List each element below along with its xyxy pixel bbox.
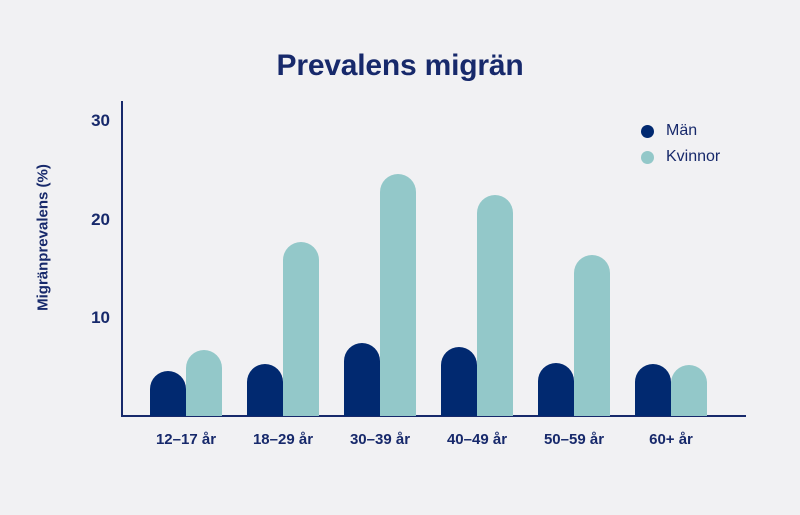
bar-kvinnor-0 [186, 349, 222, 416]
legend-swatch-women-icon [641, 150, 654, 164]
x-axis-tick-0: 12–17 år [155, 431, 217, 448]
x-axis-tick-2: 30–39 år [349, 431, 411, 448]
legend-item-women: Kvinnor [641, 144, 720, 170]
y-axis-label: Migränprevalens (%) [34, 164, 52, 311]
x-axis-tick-1: 18–29 år [252, 431, 314, 448]
bar-män-5 [635, 363, 671, 416]
bar-kvinnor-3 [477, 194, 513, 416]
y-axis-line [121, 101, 123, 417]
bar-kvinnor-1 [283, 242, 319, 416]
bar-män-0 [150, 370, 186, 416]
legend-swatch-men-icon [641, 124, 654, 138]
bar-kvinnor-5 [671, 364, 707, 416]
x-axis-tick-3: 40–49 år [446, 431, 508, 448]
y-axis-tick-30: 30 [91, 110, 110, 130]
bar-män-2 [344, 342, 380, 416]
y-axis-tick-20: 20 [91, 209, 110, 229]
x-axis-tick-5: 60+ år [649, 431, 693, 448]
legend-item-men: Män [641, 118, 720, 144]
legend-label-women: Kvinnor [666, 148, 721, 165]
bar-män-3 [441, 346, 477, 416]
bar-kvinnor-2 [380, 174, 416, 416]
x-axis-tick-4: 50–59 år [543, 431, 605, 448]
bar-kvinnor-4 [574, 255, 610, 416]
y-axis-tick-10: 10 [91, 308, 110, 328]
legend-label-men: Män [666, 122, 698, 139]
bar-män-1 [247, 363, 283, 416]
x-axis-line [121, 415, 746, 417]
chart-legend: Män Kvinnor [641, 118, 720, 170]
bar-män-4 [538, 362, 574, 416]
chart-title: Prevalens migrän [276, 49, 524, 82]
plot-area: 10 20 30 12–17 år 18–29 år 30–39 år 40–49 år 50… [91, 101, 746, 448]
